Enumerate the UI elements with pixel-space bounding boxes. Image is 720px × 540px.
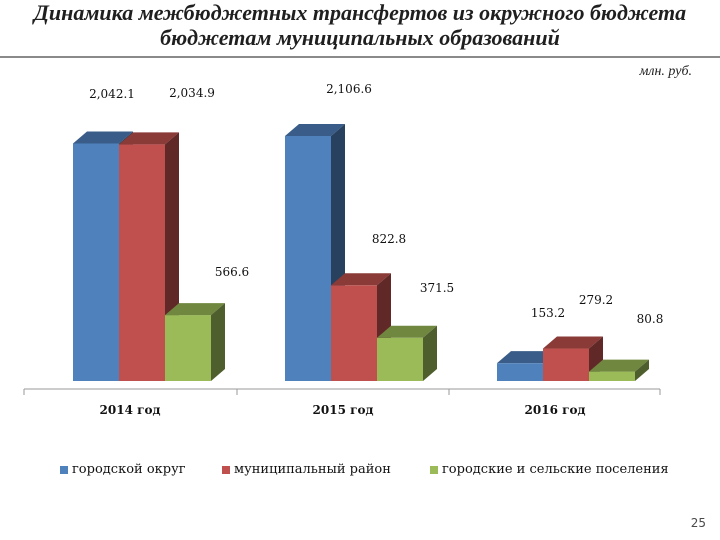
legend-swatch [222,465,230,474]
bar [73,143,119,381]
chart-title: Динамика межбюджетных трансфертов из окр… [0,0,720,50]
legend-label: городской округ [72,462,186,477]
bar-top [285,124,345,136]
bar [543,348,589,381]
data-label: 153.2 [531,306,565,320]
legend-item: муниципальный район [222,462,391,477]
x-tick-label: 2016 год [525,403,586,417]
data-label: 822.8 [372,232,406,246]
data-label: 566.6 [215,265,249,279]
bar-top [119,132,179,145]
bar-top [543,336,603,349]
legend-label: городские и сельские поселения [442,462,669,477]
bar-side [423,325,437,381]
bar [285,136,331,381]
x-tick-label: 2015 год [313,403,374,417]
legend-item: городской округ [60,462,186,477]
legend-label: муниципальный район [234,462,391,477]
bar-top [73,131,133,144]
bar [377,337,423,381]
title-divider [0,56,720,58]
bar-top [165,303,225,316]
unit-label: млн. руб. [639,64,692,79]
page-number: 25 [690,516,706,530]
legend-swatch [430,465,438,474]
data-label: 2,042.1 [89,87,135,101]
chart-title-line-2: бюджетам муниципальных образований [160,25,560,50]
legend-item: городские и сельские поселения [430,462,669,477]
bar [331,285,377,381]
bar [497,363,543,381]
data-label: 2,106.6 [326,82,372,96]
data-label: 80.8 [637,312,664,326]
data-label: 279.2 [579,293,613,307]
legend-swatch [60,465,68,474]
bar [165,315,211,381]
data-label: 371.5 [420,281,454,295]
bar-side [635,359,649,381]
bar-side [211,303,225,381]
x-tick-label: 2014 год [100,403,161,417]
bar-top [589,359,649,372]
bar [119,144,165,381]
chart-title-line-1: Динамика межбюджетных трансфертов из окр… [33,0,687,25]
bar-top [377,325,437,338]
legend: городской округ муниципальный район городс… [0,462,720,482]
data-label: 2,034.9 [169,86,215,100]
bar-top [497,351,557,364]
bar [589,371,635,381]
bar-top [331,273,391,286]
